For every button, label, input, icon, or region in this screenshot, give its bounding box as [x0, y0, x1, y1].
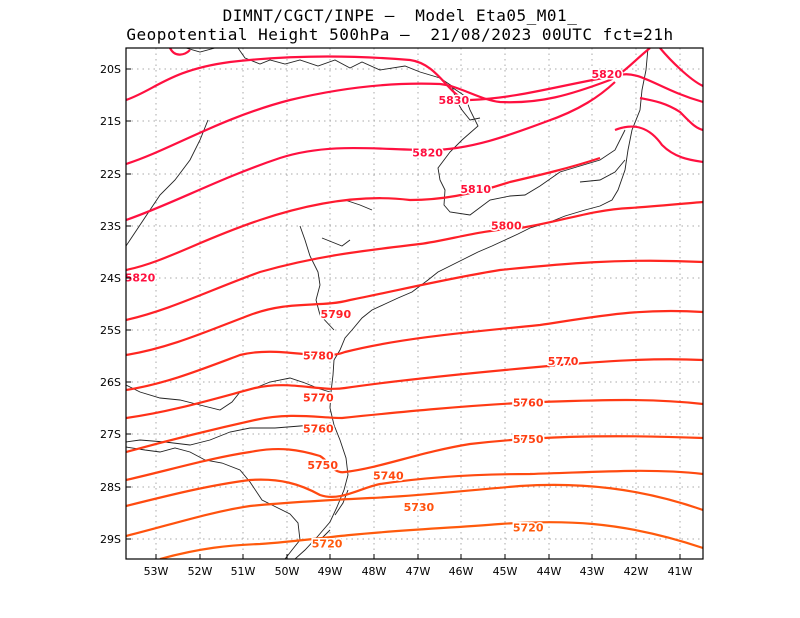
- map-frame: [125, 47, 704, 560]
- lat-label-22s: 22S: [100, 168, 121, 181]
- contour-label-5760: 5760: [513, 397, 544, 410]
- contour-5740: [126, 469, 703, 508]
- lat-label-28s: 28S: [100, 481, 121, 494]
- contour-5820-b: [126, 81, 616, 222]
- lat-label-23s: 23S: [100, 220, 121, 233]
- contour-label-5810: 5810: [460, 183, 491, 196]
- contour-5730: [126, 483, 703, 538]
- contour-label-5800: 5800: [491, 219, 522, 232]
- lon-label-48w: 48W: [362, 565, 387, 578]
- contour-label-5820: 5820: [591, 68, 622, 81]
- chart-title-line-2: Geopotential Height 500hPa – 21/08/2023 …: [126, 25, 674, 44]
- contour-5760: [126, 398, 703, 454]
- contour-label-5720: 5720: [312, 537, 343, 550]
- contour-label-5750: 5750: [513, 433, 544, 446]
- contour-5810: [126, 156, 601, 272]
- contour-label-5830: 5830: [438, 94, 469, 107]
- lon-label-52w: 52W: [188, 565, 213, 578]
- contour-5800: [126, 200, 703, 322]
- coastline-and-borders: [126, 48, 649, 559]
- contour-5820-c: [614, 125, 703, 164]
- contour-5830-c: [659, 48, 703, 87]
- lon-label-45w: 45W: [493, 565, 518, 578]
- contour-label-5770: 5770: [303, 391, 334, 404]
- contour-label-5740: 5740: [373, 470, 404, 483]
- lat-label-20s: 20S: [100, 63, 121, 76]
- contour-5780: [126, 309, 703, 392]
- lon-label-50w: 50W: [275, 565, 300, 578]
- lon-label-41w: 41W: [668, 565, 693, 578]
- contour-label-5780: 5780: [303, 350, 334, 363]
- lon-label-51w: 51W: [231, 565, 256, 578]
- contour-label-5760: 5760: [303, 423, 334, 436]
- lon-label-42w: 42W: [624, 565, 649, 578]
- lon-label-53w: 53W: [144, 565, 169, 578]
- lon-label-47w: 47W: [406, 565, 431, 578]
- lon-label-44w: 44W: [537, 565, 562, 578]
- lat-label-21s: 21S: [100, 115, 121, 128]
- map-gridlines: [126, 48, 703, 559]
- contour-5750: [126, 435, 703, 482]
- contour-label-5730: 5730: [404, 501, 435, 514]
- contour-label-5770: 5770: [548, 355, 579, 368]
- contour-5790: [126, 259, 703, 357]
- contour-5830: [126, 55, 703, 104]
- contour-5830-d: [169, 48, 191, 56]
- contour-label-5750: 5750: [307, 459, 338, 472]
- lon-label-49w: 49W: [318, 565, 343, 578]
- lon-label-43w: 43W: [580, 565, 605, 578]
- height-contours: [126, 48, 703, 559]
- axis-ticks: [126, 68, 681, 559]
- contour-5830-b: [639, 96, 703, 132]
- lat-label-26s: 26S: [100, 376, 121, 389]
- contour-5720: [159, 521, 703, 559]
- chart-title-line-1: DIMNT/CGCT/INPE – Model Eta05_M01_: [222, 6, 578, 25]
- contour-label-5820: 5820: [125, 271, 156, 284]
- lon-label-46w: 46W: [449, 565, 474, 578]
- lat-label-27s: 27S: [100, 428, 121, 441]
- lat-label-24s: 24S: [100, 272, 121, 285]
- contour-label-5720: 5720: [513, 522, 544, 535]
- contour-5770: [126, 358, 703, 420]
- lat-label-29s: 29S: [100, 533, 121, 546]
- contour-labels: 5830 5820 5820 5820 5810 5800 5790 5780 5770 5770…: [123, 67, 624, 552]
- contour-5820: [126, 48, 651, 166]
- contour-label-5820: 5820: [412, 146, 443, 159]
- contour-label-5790: 5790: [320, 308, 351, 321]
- lat-label-25s: 25S: [100, 324, 121, 337]
